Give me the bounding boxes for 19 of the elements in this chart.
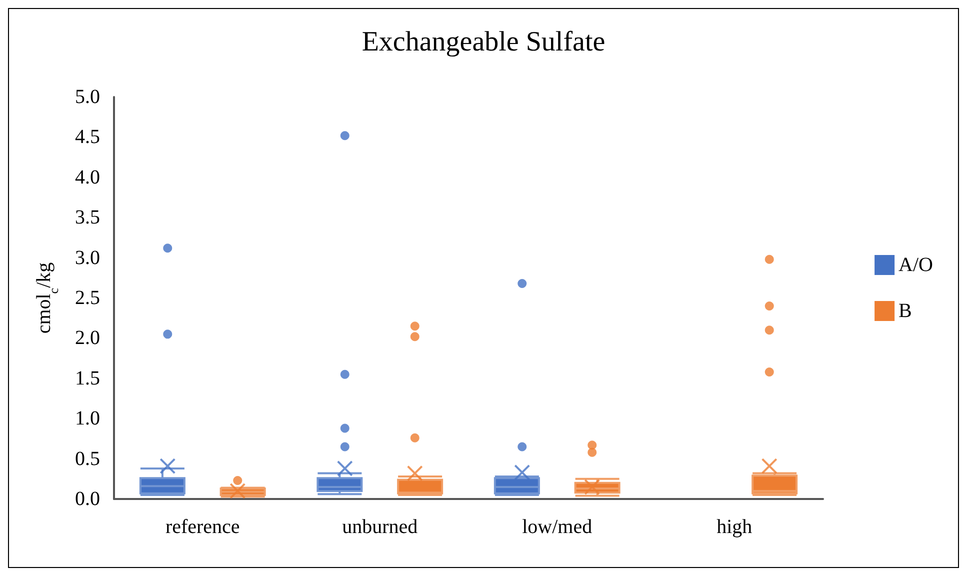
y-tick-label: 1.0 — [75, 408, 100, 430]
x-tick-label: unburned — [342, 516, 418, 538]
y-tick-label: 2.5 — [75, 287, 100, 309]
chart-title: Exchangeable Sulfate — [362, 26, 606, 58]
x-tick-label: high — [716, 516, 752, 538]
y-tick-label: 2.0 — [75, 327, 100, 350]
y-tick-label: 0.0 — [75, 488, 100, 510]
x-tick-label: reference — [165, 516, 240, 538]
y-tick-label: 4.5 — [75, 126, 100, 148]
legend-label: A/O — [898, 254, 934, 276]
y-axis-title: cmolc/kg — [33, 262, 61, 334]
y-tick-label: 3.5 — [75, 206, 100, 229]
x-tick-label: low/med — [522, 516, 592, 538]
legend-label: B — [898, 300, 912, 322]
y-tick-label: 4.0 — [75, 166, 100, 188]
y-tick-label: 3.0 — [75, 246, 100, 269]
y-tick-label: 5.0 — [75, 86, 100, 108]
y-tick-label: 0.5 — [75, 448, 100, 470]
y-tick-label: 1.5 — [75, 367, 100, 390]
